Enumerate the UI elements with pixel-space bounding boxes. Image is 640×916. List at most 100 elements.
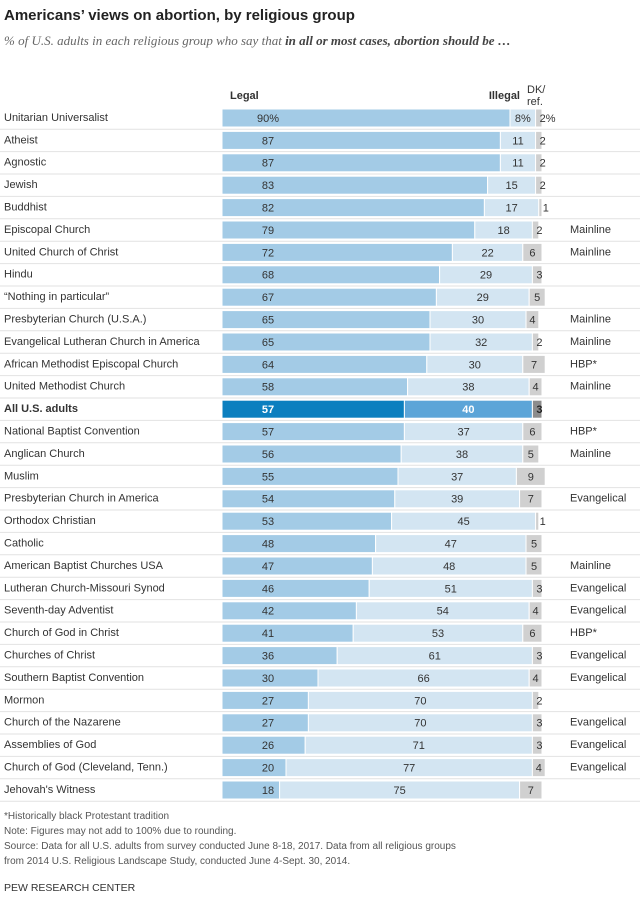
- value-label: 5: [528, 449, 534, 461]
- value-label: 39: [451, 494, 463, 506]
- value-label: 1: [543, 203, 549, 215]
- value-label: 75: [393, 785, 405, 797]
- row-label: Anglican Church: [4, 448, 85, 460]
- row-label: Evangelical Lutheran Church in America: [4, 336, 201, 348]
- bar-segment: [221, 354, 428, 374]
- value-label: 20: [262, 763, 274, 775]
- legend-label: Illegal: [489, 90, 520, 102]
- value-label: 30: [472, 315, 484, 327]
- value-label: 38: [462, 382, 474, 394]
- bar-segment: [538, 198, 543, 218]
- value-label: 5: [531, 539, 537, 551]
- value-label: 7: [531, 359, 537, 371]
- bar-segment: [531, 332, 540, 352]
- value-label: 27: [262, 718, 274, 730]
- bar-segment: [221, 287, 437, 307]
- row-label: Churches of Christ: [4, 650, 95, 662]
- value-label: 2: [536, 695, 542, 707]
- value-label: 4: [533, 382, 539, 394]
- value-label: 4: [536, 763, 542, 775]
- bar-segment: [221, 489, 396, 509]
- value-label: 41: [262, 628, 274, 640]
- subtitle-emphasis: in all or most cases, abortion should be…: [285, 33, 511, 48]
- tradition-label: Mainline: [570, 224, 611, 236]
- value-label: 18: [497, 225, 509, 237]
- value-label: 8%: [515, 113, 531, 125]
- tradition-label: HBP*: [570, 627, 598, 639]
- value-label: 48: [443, 561, 455, 573]
- value-label: 30: [469, 359, 481, 371]
- row-label: Presbyterian Church in America: [4, 493, 160, 505]
- value-label: 5: [531, 561, 537, 573]
- bar-segment: [221, 623, 354, 643]
- bar-segment: [519, 780, 543, 800]
- row-label: Orthodox Christian: [4, 515, 96, 527]
- value-label: 64: [262, 359, 274, 371]
- row-label: Mormon: [4, 694, 44, 706]
- bar-segment: [221, 601, 357, 621]
- row-label: American Baptist Churches USA: [4, 560, 164, 572]
- value-label: 65: [262, 337, 274, 349]
- value-label: 7: [528, 494, 534, 506]
- value-label: 40: [462, 404, 474, 416]
- row-label: Buddhist: [4, 202, 47, 214]
- value-label: 4: [533, 606, 539, 618]
- bar-segment: [531, 758, 546, 778]
- value-label: 3: [536, 404, 542, 416]
- value-label: 47: [445, 539, 457, 551]
- value-label: 82: [262, 203, 274, 215]
- bar-segment: [221, 310, 431, 330]
- row-label: Church of God (Cleveland, Tenn.): [4, 762, 168, 774]
- bar-segment: [531, 578, 543, 598]
- subtitle-text: % of U.S. adults in each religious group…: [4, 33, 285, 48]
- value-label: 2%: [540, 113, 556, 125]
- value-label: 11: [512, 135, 523, 147]
- value-label: 1: [540, 516, 546, 528]
- value-label: 26: [262, 740, 274, 752]
- value-label: 3: [536, 740, 542, 752]
- value-label: 2: [536, 225, 542, 237]
- tradition-label: Mainline: [570, 560, 611, 572]
- value-label: 6: [529, 628, 535, 640]
- bar-segment: [221, 265, 441, 285]
- row-label: United Methodist Church: [4, 381, 125, 393]
- value-label: 37: [451, 471, 463, 483]
- value-label: 36: [262, 651, 274, 663]
- bar-segment: [528, 377, 543, 397]
- value-label: 17: [505, 203, 517, 215]
- bar-segment: [528, 287, 546, 307]
- bar-segment: [221, 242, 453, 262]
- bar-segment: [528, 668, 543, 688]
- row-label: Presbyterian Church (U.S.A.): [4, 314, 146, 326]
- row-label: Jehovah's Witness: [4, 784, 96, 796]
- value-label: 83: [262, 180, 274, 192]
- value-label: 4: [529, 315, 535, 327]
- bar-segment: [531, 713, 543, 733]
- row-label: Seventh-day Adventist: [4, 605, 113, 617]
- bar-segment: [535, 511, 540, 531]
- value-label: 7: [528, 785, 534, 797]
- row-label: Atheist: [4, 134, 38, 146]
- value-label: 53: [432, 628, 444, 640]
- value-label: 30: [262, 673, 274, 685]
- value-label: 90%: [257, 113, 279, 125]
- value-label: 48: [262, 539, 274, 551]
- footnote: from 2014 U.S. Religious Landscape Study…: [4, 856, 350, 867]
- tradition-label: Mainline: [570, 448, 611, 460]
- value-label: 27: [262, 695, 274, 707]
- bar-segment: [531, 690, 540, 710]
- bar-segment: [522, 422, 543, 442]
- tradition-label: Evangelical: [570, 493, 626, 505]
- value-label: 87: [262, 158, 274, 170]
- tradition-label: Evangelical: [570, 672, 626, 684]
- value-label: 58: [262, 382, 274, 394]
- bar-segment: [221, 556, 373, 576]
- bar-segment: [221, 444, 402, 464]
- value-label: 47: [262, 561, 274, 573]
- bar-segment: [221, 534, 377, 554]
- value-label: 77: [403, 763, 415, 775]
- row-label: Church of the Nazarene: [4, 717, 121, 729]
- bar-segment: [522, 354, 546, 374]
- bar-segment: [221, 578, 370, 598]
